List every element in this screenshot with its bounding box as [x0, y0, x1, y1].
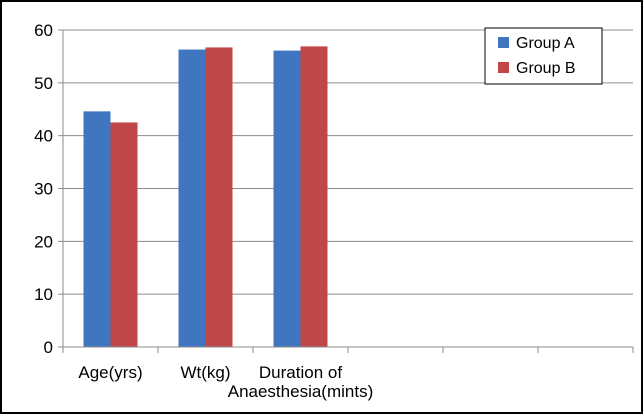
legend-label-group-b: Group B: [516, 60, 576, 77]
bar-group-a: [83, 111, 111, 347]
bar-group-a: [273, 50, 301, 347]
x-category-label: Anaesthesia(mints): [228, 382, 374, 401]
x-category-label: Wt(kg): [180, 363, 230, 382]
y-tick-label: 40: [34, 127, 53, 146]
y-tick-label: 60: [34, 21, 53, 40]
axis-labels: 0 10 20 30 40 50 60 Age(yrs) Wt(kg) Duration ofAn…: [34, 21, 373, 401]
x-category-label: Age(yrs): [78, 363, 142, 382]
legend-swatch-group-b: [498, 62, 509, 73]
legend: Group A Group B: [484, 27, 603, 85]
y-tick-label: 20: [34, 232, 53, 251]
y-tick-label: 0: [44, 338, 53, 357]
legend-swatch-group-a: [498, 37, 509, 48]
axes: [58, 29, 634, 353]
bars: [83, 46, 328, 348]
y-tick-label: 50: [34, 74, 53, 93]
y-tick-label: 30: [34, 180, 53, 199]
bar-group-b: [110, 122, 138, 347]
bar-group-b: [205, 47, 233, 348]
y-tick-label: 10: [34, 285, 53, 304]
x-category-label: Duration of: [259, 363, 342, 382]
bar-group-b: [300, 46, 328, 348]
bar-group-a: [178, 49, 206, 347]
legend-label-group-a: Group A: [516, 35, 575, 52]
